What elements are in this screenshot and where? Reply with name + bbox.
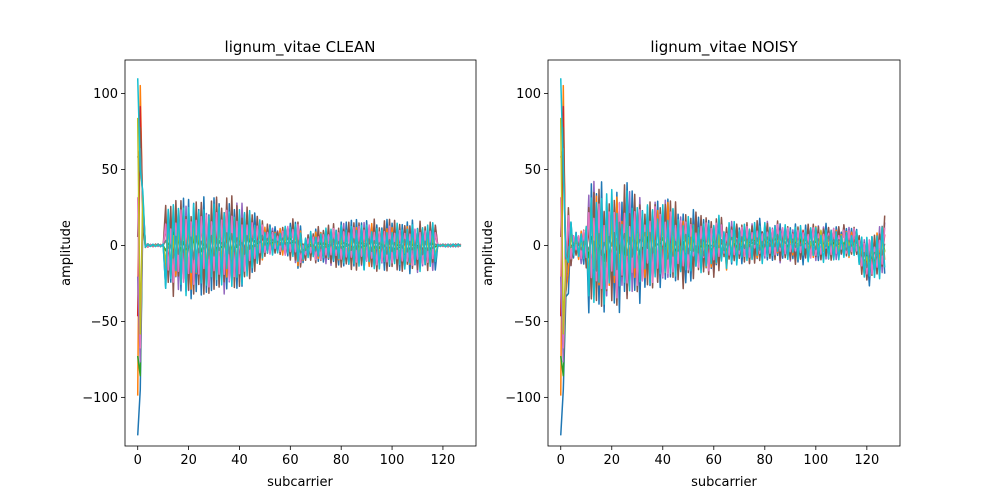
clean-x-tick-label: 100 xyxy=(380,453,405,468)
noisy-x-axis-label: subcarrier xyxy=(691,475,757,490)
noisy-x-tick-label: 40 xyxy=(655,453,672,468)
noisy-y-axis-label: amplitude xyxy=(481,220,496,286)
noisy-x-tick-label: 20 xyxy=(603,453,620,468)
clean-x-tick-label: 20 xyxy=(180,453,197,468)
clean-y-tick-label: 100 xyxy=(93,87,118,102)
clean-series-line xyxy=(136,78,462,297)
clean-chart-title: lignum_vitae CLEAN xyxy=(225,38,376,57)
noisy-x-tick-label: 0 xyxy=(557,453,565,468)
noisy-y-tick-label: −100 xyxy=(505,391,541,406)
clean-subplot: lignum_vitae CLEAN subcarrier amplitude … xyxy=(59,38,477,490)
clean-series-group xyxy=(136,78,462,436)
noisy-series-line xyxy=(560,78,886,305)
clean-x-tick-label: 60 xyxy=(282,453,299,468)
noisy-y-tick-label: 0 xyxy=(533,239,541,254)
clean-x-tick-label: 40 xyxy=(231,453,248,468)
noisy-y-tick-label: 50 xyxy=(524,163,541,178)
clean-axes-frame xyxy=(124,59,477,447)
noisy-x-tick-label: 120 xyxy=(854,453,879,468)
noisy-x-tick-label: 100 xyxy=(803,453,828,468)
clean-x-tick-label: 80 xyxy=(333,453,350,468)
clean-y-tick-label: 0 xyxy=(110,239,118,254)
noisy-y-tick-label: 100 xyxy=(516,87,541,102)
clean-y-tick-label: 50 xyxy=(101,163,118,178)
clean-y-tick-label: −100 xyxy=(82,391,118,406)
noisy-subplot: lignum_vitae NOISY subcarrier amplitude … xyxy=(481,38,901,490)
noisy-axes-frame xyxy=(547,59,901,447)
clean-y-axis-label: amplitude xyxy=(59,220,74,286)
clean-y-tick-label: −50 xyxy=(91,315,118,330)
noisy-series-group xyxy=(560,78,886,436)
noisy-y-tick-label: −50 xyxy=(514,315,541,330)
noisy-chart-title: lignum_vitae NOISY xyxy=(650,38,798,57)
clean-x-tick-label: 0 xyxy=(134,453,142,468)
clean-x-axis-label: subcarrier xyxy=(267,475,333,490)
noisy-x-tick-label: 80 xyxy=(757,453,774,468)
clean-x-tick-label: 120 xyxy=(431,453,456,468)
noisy-x-tick-label: 60 xyxy=(706,453,723,468)
